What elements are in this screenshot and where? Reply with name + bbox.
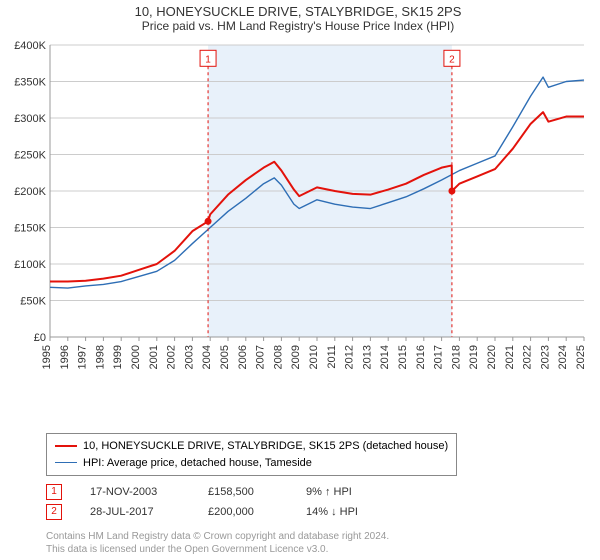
footer-line2: This data is licensed under the Open Gov… bbox=[46, 543, 592, 556]
svg-text:2009: 2009 bbox=[290, 345, 302, 369]
svg-text:2016: 2016 bbox=[415, 345, 427, 369]
svg-text:2000: 2000 bbox=[130, 345, 142, 369]
svg-text:2024: 2024 bbox=[557, 345, 569, 369]
svg-text:1996: 1996 bbox=[59, 345, 71, 369]
svg-text:1: 1 bbox=[205, 54, 211, 65]
annotation-delta: 14% ↓ HPI bbox=[306, 506, 358, 518]
legend-item: 10, HONEYSUCKLE DRIVE, STALYBRIDGE, SK15… bbox=[55, 438, 448, 455]
legend-swatch bbox=[55, 462, 77, 463]
svg-text:2012: 2012 bbox=[344, 345, 356, 369]
svg-text:2017: 2017 bbox=[433, 345, 445, 369]
chart-title: 10, HONEYSUCKLE DRIVE, STALYBRIDGE, SK15… bbox=[4, 4, 592, 19]
svg-text:1998: 1998 bbox=[94, 345, 106, 369]
svg-text:2002: 2002 bbox=[166, 345, 178, 369]
svg-text:2010: 2010 bbox=[308, 345, 320, 369]
annotation-price: £158,500 bbox=[208, 486, 278, 498]
annotation-delta: 9% ↑ HPI bbox=[306, 486, 352, 498]
svg-text:£350K: £350K bbox=[14, 77, 46, 89]
svg-text:2019: 2019 bbox=[468, 345, 480, 369]
svg-text:2005: 2005 bbox=[219, 345, 231, 369]
svg-text:2021: 2021 bbox=[504, 345, 516, 369]
annotation-date: 17-NOV-2003 bbox=[90, 486, 180, 498]
svg-text:2008: 2008 bbox=[272, 345, 284, 369]
svg-text:£400K: £400K bbox=[14, 40, 46, 52]
svg-text:2006: 2006 bbox=[237, 345, 249, 369]
svg-text:2018: 2018 bbox=[450, 345, 462, 369]
svg-text:2015: 2015 bbox=[397, 345, 409, 369]
svg-text:1999: 1999 bbox=[112, 345, 124, 369]
svg-text:2004: 2004 bbox=[201, 345, 213, 369]
svg-text:2022: 2022 bbox=[522, 345, 534, 369]
legend-item: HPI: Average price, detached house, Tame… bbox=[55, 455, 448, 472]
footer-line1: Contains HM Land Registry data © Crown c… bbox=[46, 530, 592, 543]
annotation-row: 1 17-NOV-2003 £158,500 9% ↑ HPI bbox=[46, 484, 592, 500]
svg-text:2: 2 bbox=[449, 54, 455, 65]
legend-label: HPI: Average price, detached house, Tame… bbox=[83, 455, 312, 472]
legend: 10, HONEYSUCKLE DRIVE, STALYBRIDGE, SK15… bbox=[46, 433, 457, 476]
svg-text:1995: 1995 bbox=[41, 345, 53, 369]
svg-text:£50K: £50K bbox=[20, 296, 46, 308]
annotation-row: 2 28-JUL-2017 £200,000 14% ↓ HPI bbox=[46, 504, 592, 520]
annotation-marker-box: 2 bbox=[46, 504, 62, 520]
legend-label: 10, HONEYSUCKLE DRIVE, STALYBRIDGE, SK15… bbox=[83, 438, 448, 455]
annotation-list: 1 17-NOV-2003 £158,500 9% ↑ HPI 2 28-JUL-2017… bbox=[46, 484, 592, 524]
svg-text:£250K: £250K bbox=[14, 150, 46, 162]
svg-text:£0: £0 bbox=[34, 332, 46, 344]
chart-svg: £0 £50K £100K £150K £200K £250K £300K £350K £400… bbox=[4, 39, 588, 379]
svg-text:2003: 2003 bbox=[183, 345, 195, 369]
svg-text:£100K: £100K bbox=[14, 259, 46, 271]
chart: £0 £50K £100K £150K £200K £250K £300K £350K £400… bbox=[4, 39, 592, 427]
legend-swatch bbox=[55, 445, 77, 447]
svg-text:£300K: £300K bbox=[14, 113, 46, 125]
annotation-date: 28-JUL-2017 bbox=[90, 506, 180, 518]
svg-text:2020: 2020 bbox=[486, 345, 498, 369]
footer-attribution: Contains HM Land Registry data © Crown c… bbox=[46, 530, 592, 556]
svg-text:2007: 2007 bbox=[255, 345, 267, 369]
svg-text:£150K: £150K bbox=[14, 223, 46, 235]
annotation-marker-box: 1 bbox=[46, 484, 62, 500]
svg-text:2013: 2013 bbox=[361, 345, 373, 369]
annotation-price: £200,000 bbox=[208, 506, 278, 518]
svg-text:2023: 2023 bbox=[539, 345, 551, 369]
svg-text:2025: 2025 bbox=[575, 345, 587, 369]
chart-subtitle: Price paid vs. HM Land Registry's House … bbox=[4, 19, 592, 33]
svg-text:1997: 1997 bbox=[77, 345, 89, 369]
svg-text:2014: 2014 bbox=[379, 345, 391, 369]
svg-text:2001: 2001 bbox=[148, 345, 160, 369]
svg-text:£200K: £200K bbox=[14, 186, 46, 198]
svg-text:2011: 2011 bbox=[326, 345, 338, 369]
